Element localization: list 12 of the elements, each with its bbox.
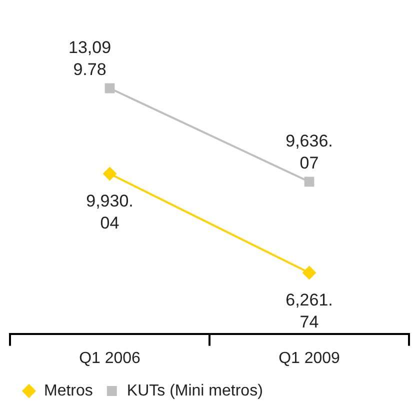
- point: [302, 266, 316, 280]
- point: [104, 83, 115, 94]
- point: [304, 176, 314, 187]
- data-label: 6,261.74: [286, 290, 333, 332]
- legend-label: Metros: [44, 382, 93, 400]
- legend-label: KUTs (Mini metros): [126, 382, 263, 400]
- data-label: 9,930.04: [86, 191, 134, 232]
- x-tick-label: Q1 2006: [79, 350, 141, 367]
- data-label: 13,099.78: [68, 38, 112, 79]
- x-tick-label: Q1 2009: [278, 350, 340, 367]
- point: [102, 166, 117, 181]
- data-label: 9,636.07: [286, 131, 333, 172]
